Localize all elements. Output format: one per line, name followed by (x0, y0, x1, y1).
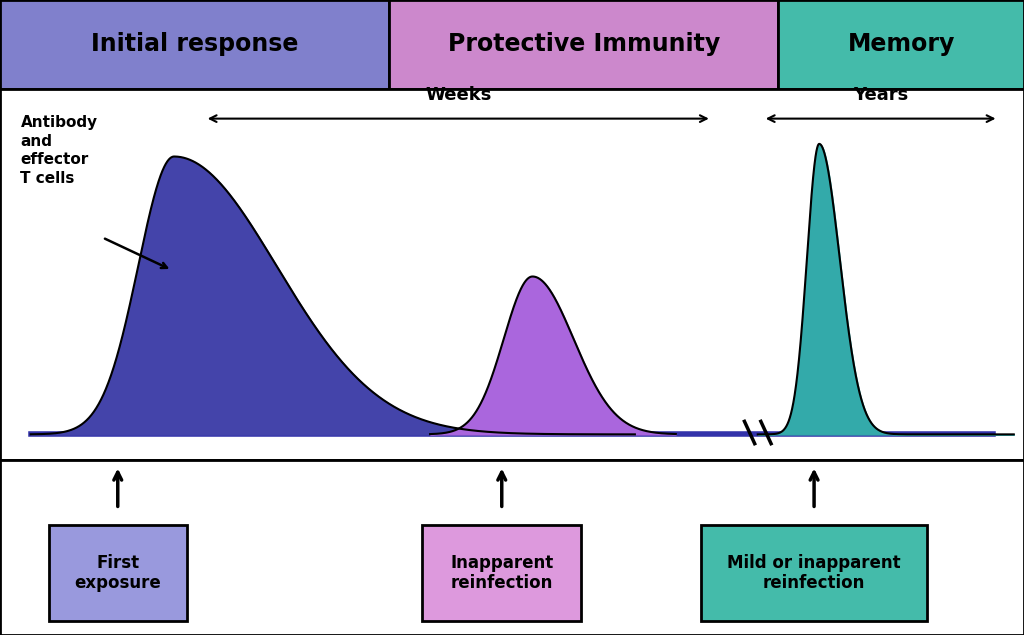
Text: Memory: Memory (848, 32, 954, 57)
Bar (389, 0, 778, 89)
Bar (49, 525, 186, 621)
Text: Years: Years (853, 86, 908, 104)
Bar (0, 0, 389, 89)
Bar (778, 0, 1024, 89)
Text: Weeks: Weeks (425, 86, 492, 104)
Text: Inapparent
reinfection: Inapparent reinfection (451, 554, 553, 592)
Text: First
exposure: First exposure (75, 554, 161, 592)
Bar (701, 525, 927, 621)
Text: Antibody
and
effector
T cells: Antibody and effector T cells (20, 115, 97, 185)
Text: Protective Immunity: Protective Immunity (447, 32, 720, 57)
Text: Initial response: Initial response (91, 32, 298, 57)
Bar (422, 525, 582, 621)
Text: Mild or inapparent
reinfection: Mild or inapparent reinfection (727, 554, 901, 592)
